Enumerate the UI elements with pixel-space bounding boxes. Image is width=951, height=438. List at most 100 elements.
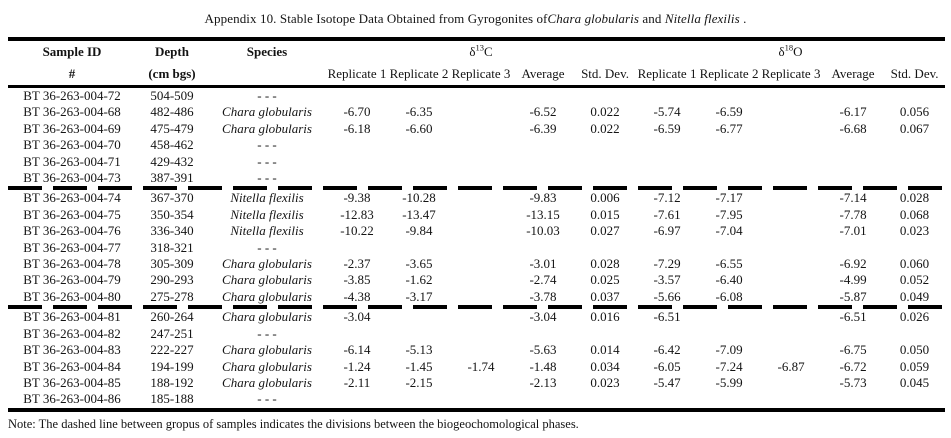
table-row: BT 36-263-004-85 188-192 Chara globularis -… [8, 375, 945, 391]
c13-replicate-3-cell [450, 190, 512, 206]
sample-id-cell: BT 36-263-004-69 [23, 120, 121, 136]
o18-average-cell: -7.14 [839, 190, 867, 206]
c13-replicate-3-cell [450, 272, 512, 288]
species-cell: - - - [257, 170, 277, 186]
c13-std-dev-cell [574, 170, 636, 186]
o18-replicate-2-cell [698, 391, 760, 409]
c13-std-dev-cell [574, 391, 636, 409]
header-sub-row: # (cm bgs) Replicate 1 Replicate 2 Repli… [8, 63, 945, 87]
c13-replicate-1-cell [326, 391, 388, 409]
c13-replicate-1-cell: -6.70 [343, 104, 371, 120]
c13-average-cell: -3.04 [529, 309, 557, 325]
c13-replicate-1-cell: -9.38 [343, 190, 371, 206]
o18-replicate-3-cell [760, 342, 822, 358]
o18-replicate-2-cell: -7.95 [715, 206, 743, 222]
c13-replicate-3-cell [450, 121, 512, 137]
c13-average-cell [512, 391, 574, 409]
o18-replicate-1-cell: -6.42 [653, 342, 681, 358]
c13-replicate-2-cell: -2.15 [405, 374, 433, 390]
c13-replicate-1-cell: -6.18 [343, 120, 371, 136]
o18-replicate-2-cell: -6.59 [715, 104, 743, 120]
col-header-depth: Depth [155, 44, 189, 59]
species-cell: Chara globularis [222, 256, 312, 272]
c13-average-cell: -10.03 [526, 223, 560, 239]
species-cell: Nitella flexilis [230, 190, 304, 206]
element-symbol: C [484, 44, 493, 59]
table-row: BT 36-263-004-75 350-354 Nitella flexilis -… [8, 207, 945, 223]
phase-separator-row [8, 186, 946, 191]
o18-replicate-2-cell [698, 87, 760, 105]
o18-std-dev-cell: 0.056 [899, 104, 930, 120]
c13-replicate-2-cell [388, 87, 450, 105]
o18-replicate-1-cell: -7.29 [653, 256, 681, 272]
c13-std-dev-cell: 0.034 [590, 358, 620, 374]
o18-std-dev-cell [884, 326, 945, 342]
o18-std-dev-cell [884, 137, 945, 153]
c13-average-cell: -6.52 [529, 104, 557, 120]
c13-replicate-3-cell [450, 256, 512, 272]
col-subheader-c13-std-dev: Std. Dev. [581, 66, 629, 81]
depth-cell: 222-227 [150, 342, 194, 358]
delta-symbol: δ [778, 44, 785, 59]
table-row: BT 36-263-004-79 290-293 Chara globularis -… [8, 272, 945, 288]
o18-replicate-3-cell [760, 375, 822, 391]
c13-std-dev-cell: 0.022 [590, 104, 620, 120]
c13-std-dev-cell [574, 154, 636, 170]
col-subheader-o18-replicate-1: Replicate 1 [637, 66, 697, 81]
species-cell: Chara globularis [222, 288, 312, 304]
col-group-header-d18o: δ18O [636, 39, 945, 63]
col-subheader-depth-units: (cm bgs) [148, 66, 196, 81]
o18-average-cell [822, 87, 884, 105]
c13-average-cell: -5.63 [529, 342, 557, 358]
col-subheader-o18-replicate-2: Replicate 2 [699, 66, 759, 81]
c13-replicate-2-cell [388, 309, 450, 325]
c13-replicate-1-cell: -10.22 [340, 223, 374, 239]
c13-replicate-2-cell [388, 326, 450, 342]
table-row: BT 36-263-004-80 275-278 Chara globularis -… [8, 289, 945, 305]
o18-replicate-2-cell [698, 309, 760, 325]
species-cell: Chara globularis [222, 309, 312, 325]
o18-std-dev-cell [884, 391, 945, 409]
table-row: BT 36-263-004-72 504-509 - - - [8, 87, 945, 105]
c13-std-dev-cell: 0.006 [590, 190, 620, 206]
c13-average-cell: -3.78 [529, 288, 557, 304]
depth-cell: 458-462 [150, 137, 194, 153]
c13-average-cell: -2.74 [529, 272, 557, 288]
c13-replicate-2-cell: -1.62 [405, 272, 433, 288]
o18-average-cell [822, 170, 884, 186]
c13-replicate-3-cell [450, 104, 512, 120]
depth-cell: 367-370 [150, 190, 194, 206]
o18-replicate-3-cell [760, 137, 822, 153]
isotope-mass-superscript: 13 [475, 42, 485, 53]
c13-replicate-3-cell [450, 309, 512, 325]
o18-std-dev-cell: 0.052 [899, 272, 930, 288]
species-cell: Chara globularis [222, 358, 312, 374]
o18-std-dev-cell: 0.049 [899, 288, 930, 304]
sample-id-cell: BT 36-263-004-74 [23, 190, 121, 206]
depth-cell: 318-321 [150, 239, 194, 255]
depth-cell: 188-192 [150, 374, 194, 390]
o18-replicate-1-cell: -5.47 [653, 374, 681, 390]
table-row: BT 36-263-004-84 194-199 Chara globularis -… [8, 359, 945, 375]
o18-replicate-2-cell: -6.77 [715, 120, 743, 136]
o18-replicate-3-cell [760, 87, 822, 105]
o18-replicate-3-cell [760, 391, 822, 409]
o18-replicate-1-cell [636, 240, 698, 256]
col-header-species: Species [246, 44, 288, 59]
depth-cell: 429-432 [150, 153, 194, 169]
c13-std-dev-cell: 0.028 [590, 256, 620, 272]
sample-id-cell: BT 36-263-004-68 [23, 104, 121, 120]
c13-replicate-1-cell: -2.11 [343, 374, 371, 390]
species-cell: Nitella flexilis [230, 206, 304, 222]
c13-replicate-2-cell: -1.45 [405, 358, 433, 374]
o18-replicate-2-cell [698, 240, 760, 256]
element-symbol: O [793, 44, 803, 59]
o18-std-dev-cell [884, 154, 945, 170]
table-row: BT 36-263-004-70 458-462 - - - [8, 137, 945, 153]
o18-std-dev-cell: 0.067 [899, 120, 930, 136]
c13-replicate-1-cell [326, 154, 388, 170]
species-cell: Chara globularis [222, 272, 312, 288]
o18-replicate-3-cell [760, 154, 822, 170]
o18-std-dev-cell: 0.060 [899, 256, 930, 272]
c13-replicate-3-cell [450, 391, 512, 409]
